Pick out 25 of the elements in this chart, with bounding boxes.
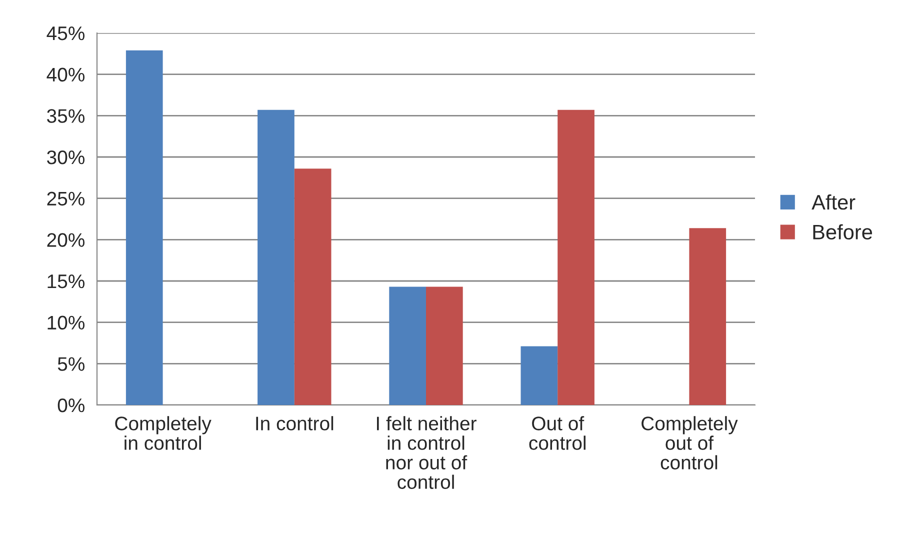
bar [426, 286, 463, 405]
legend-label: After [812, 194, 856, 210]
y-tick-label: 25% [47, 192, 85, 206]
x-tick-label: I felt neither in control nor out of control [377, 416, 476, 489]
x-tick-label: In control [256, 416, 334, 430]
y-tick-label: 10% [48, 316, 85, 330]
x-tick-label: Out of control [529, 416, 586, 450]
bar [126, 50, 163, 405]
bar [258, 110, 294, 405]
y-tick-label: 20% [47, 233, 85, 247]
bar [689, 228, 726, 405]
x-tick-label: Completely in control [115, 416, 212, 450]
x-tick-label: Completely out of control [642, 416, 738, 470]
y-tick-label: 45% [46, 26, 85, 40]
bar [389, 286, 426, 405]
y-tick-label: 35% [47, 109, 85, 123]
bar [520, 346, 558, 405]
bar [558, 110, 594, 405]
y-tick-label: 15% [48, 274, 85, 288]
bar [294, 168, 332, 405]
y-tick-label: 30% [47, 150, 85, 164]
legend-label: Before [813, 224, 872, 240]
y-tick-label: 0% [58, 398, 85, 412]
y-tick-label: 40% [46, 68, 85, 82]
y-tick-label: 5% [58, 357, 85, 371]
